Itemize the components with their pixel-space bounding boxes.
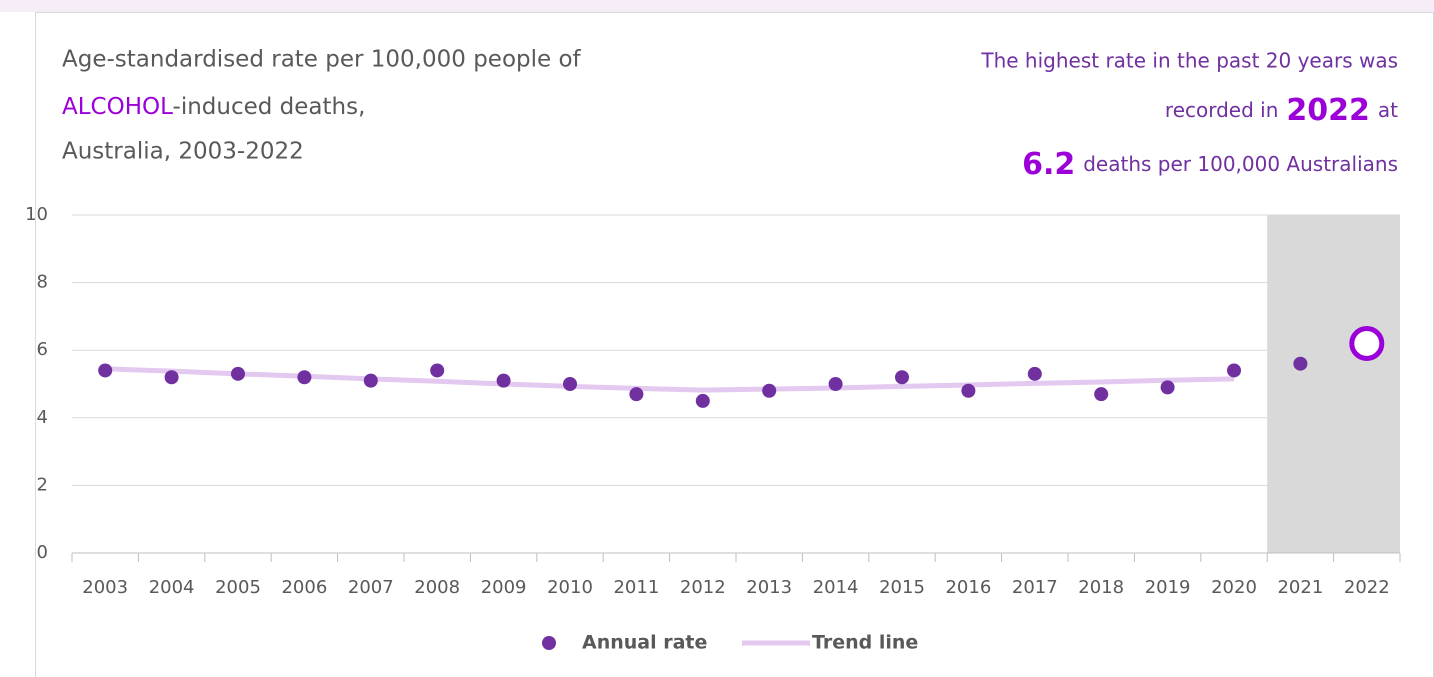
- x-tick-label: 2005: [215, 577, 261, 598]
- x-tick-label: 2021: [1277, 577, 1323, 598]
- annotation-text: deaths per 100,000 Australians: [1083, 152, 1398, 176]
- point: [695, 393, 710, 408]
- y-tick-label: 10: [25, 204, 48, 225]
- x-tick-label: 2008: [414, 577, 460, 598]
- point: [629, 387, 644, 402]
- x-tick-label: 2004: [149, 577, 195, 598]
- point: [1227, 363, 1241, 378]
- point: [297, 370, 312, 385]
- annotation: The highest rate in the past 20 years wa…: [980, 49, 1398, 73]
- legend-label: Trend line: [812, 632, 918, 654]
- point: [363, 373, 378, 388]
- point: [430, 363, 445, 378]
- y-tick-label: 2: [37, 474, 48, 495]
- point: [1027, 366, 1042, 381]
- chart-title: Age-standardised rate per 100,000 people…: [62, 47, 582, 73]
- x-tick-label: 2006: [281, 577, 327, 598]
- top-strip: [0, 0, 1434, 12]
- y-tick-label: 8: [37, 272, 48, 293]
- y-tick-label: 4: [37, 407, 48, 428]
- point: [1160, 380, 1175, 395]
- point: [828, 377, 843, 391]
- annotation: recorded in 2022 at: [1165, 93, 1398, 128]
- x-tick-label: 2009: [481, 577, 527, 598]
- point: [961, 383, 976, 398]
- highlight-point: [1349, 325, 1385, 361]
- annotation-year: 2022: [1286, 93, 1370, 128]
- x-tick-label: 2014: [813, 577, 859, 598]
- x-tick-label: 2016: [945, 577, 991, 598]
- x-tick-label: 2015: [879, 577, 925, 598]
- shaded-region: [1267, 215, 1400, 553]
- annotation-text: at: [1378, 98, 1398, 122]
- y-tick-label: 0: [37, 542, 48, 563]
- chart-title: Australia, 2003-2022: [62, 139, 304, 165]
- legend-marker: [542, 636, 556, 650]
- x-tick-label: 2018: [1078, 577, 1124, 598]
- annotation: 6.2 deaths per 100,000 Australians: [1022, 147, 1398, 182]
- point: [1094, 387, 1109, 402]
- y-tick-label: 6: [37, 339, 48, 360]
- chart-title: ALCOHOL-induced deaths,: [62, 94, 365, 120]
- point: [762, 383, 777, 398]
- x-tick-label: 2011: [613, 577, 659, 598]
- x-tick-label: 2020: [1211, 577, 1257, 598]
- trend-line: [105, 366, 1235, 393]
- card: [35, 12, 1434, 677]
- x-tick-label: 2017: [1012, 577, 1058, 598]
- point: [98, 363, 113, 378]
- title-text: -induced deaths,: [173, 94, 366, 120]
- x-tick-label: 2022: [1344, 577, 1390, 598]
- annotation-text: recorded in: [1165, 98, 1278, 122]
- point: [231, 366, 245, 381]
- legend-label: Annual rate: [582, 632, 707, 654]
- x-tick-label: 2007: [348, 577, 394, 598]
- point: [563, 377, 577, 391]
- x-tick-label: 2003: [82, 577, 128, 598]
- x-tick-label: 2019: [1145, 577, 1191, 598]
- point: [895, 370, 909, 385]
- x-tick-label: 2010: [547, 577, 593, 598]
- title-highlight: ALCOHOL: [62, 94, 173, 120]
- point: [496, 373, 511, 388]
- x-tick-label: 2013: [746, 577, 792, 598]
- x-tick-label: 2012: [680, 577, 726, 598]
- point: [164, 370, 179, 385]
- annotation-value: 6.2: [1022, 147, 1075, 182]
- point: [1293, 356, 1308, 371]
